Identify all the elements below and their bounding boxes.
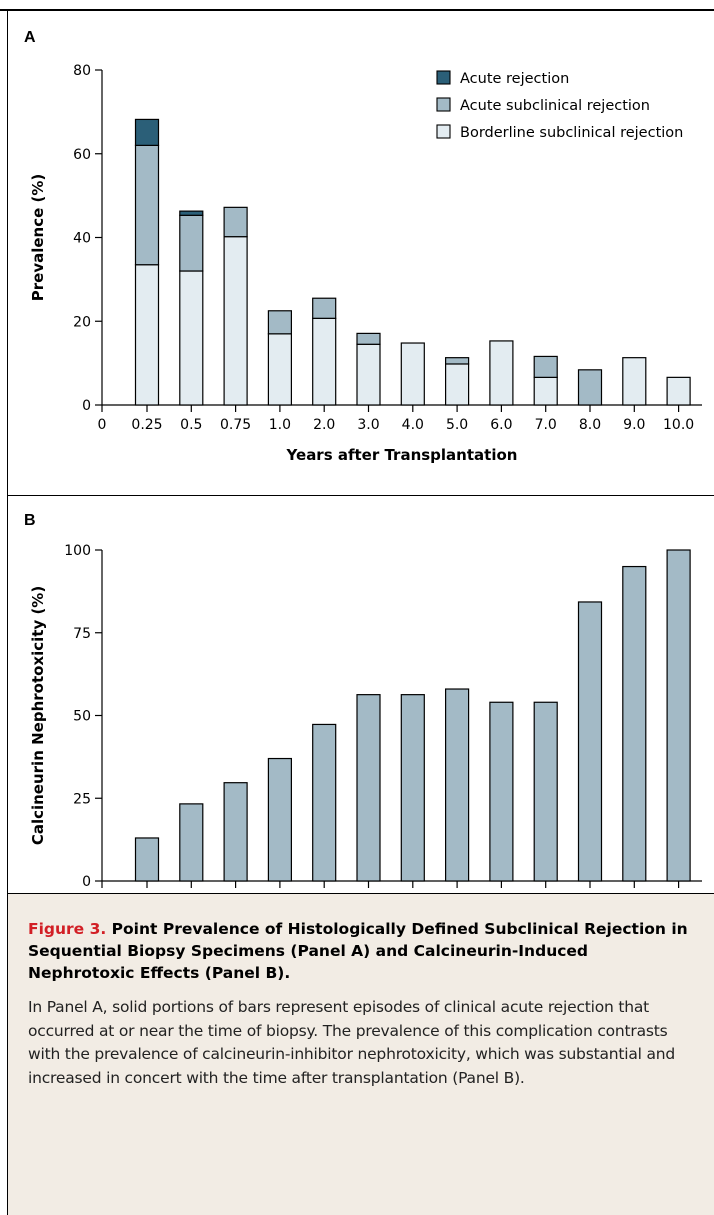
y-tick-label: 75 bbox=[73, 626, 91, 642]
bar bbox=[445, 688, 470, 882]
y-axis-title: Calcineurin Nephrotoxicity (%) bbox=[29, 586, 47, 845]
x-tick-label: 8.0 bbox=[579, 417, 601, 433]
x-tick-label: 0.75 bbox=[220, 417, 251, 433]
figure: A 0 20 40 60 80 0 0.25 0.5 0.75 1.0 2.0 3.0 4.0 5.0 6.… bbox=[7, 11, 714, 1215]
bar-segment-borderline-subclinical-rejection bbox=[445, 363, 470, 406]
x-tick-label: 2.0 bbox=[313, 417, 335, 433]
bar-segment-acute-subclinical-rejection bbox=[445, 357, 470, 365]
bar-segment-borderline-subclinical-rejection bbox=[489, 340, 514, 406]
bar-segment-acute-subclinical-rejection bbox=[577, 369, 603, 406]
caption-figure-label: Figure 3. bbox=[28, 920, 107, 938]
bar bbox=[622, 565, 647, 882]
y-tick-label: 100 bbox=[64, 543, 91, 559]
legend-swatch bbox=[436, 124, 451, 139]
bar bbox=[489, 701, 514, 882]
bar bbox=[400, 694, 425, 882]
bar-segment-borderline-subclinical-rejection bbox=[622, 357, 647, 406]
legend-label: Acute rejection bbox=[460, 71, 569, 87]
panel-a-chart: 0 20 40 60 80 0 0.25 0.5 0.75 1.0 2.0 3.0 4.0 5.0 6.0 7… bbox=[29, 63, 702, 464]
x-tick-label: 10.0 bbox=[663, 417, 694, 433]
caption-title-block: Figure 3. Point Prevalence of Histologic… bbox=[28, 918, 695, 984]
bar bbox=[666, 549, 691, 882]
bar-segment-borderline-subclinical-rejection bbox=[267, 333, 292, 406]
y-tick-label: 80 bbox=[73, 63, 91, 79]
panel-b-label: B bbox=[24, 512, 36, 529]
y-tick-label: 25 bbox=[73, 791, 91, 807]
y-tick-label: 40 bbox=[73, 231, 91, 247]
x-tick-label: 0 bbox=[98, 417, 107, 433]
panel-a: A 0 20 40 60 80 0 0.25 0.5 0.75 1.0 2.0 3.0 4.0 5.0 6.… bbox=[8, 11, 714, 495]
y-tick-label: 20 bbox=[73, 314, 91, 330]
bar-segment-acute-subclinical-rejection bbox=[356, 332, 381, 345]
bar-segment-acute-subclinical-rejection bbox=[134, 144, 160, 266]
bar-segment-acute-subclinical-rejection bbox=[533, 355, 558, 378]
legend-label: Borderline subclinical rejection bbox=[460, 125, 683, 141]
x-tick-label: 5.0 bbox=[446, 417, 468, 433]
legend-swatch bbox=[436, 70, 451, 85]
bar-segment-acute-subclinical-rejection bbox=[223, 206, 248, 238]
bar-segment-borderline-subclinical-rejection bbox=[312, 317, 337, 406]
bar-segment-borderline-subclinical-rejection bbox=[179, 270, 204, 406]
bar bbox=[533, 701, 558, 882]
bar-segment-borderline-subclinical-rejection bbox=[356, 343, 381, 406]
bar bbox=[356, 694, 381, 882]
bar bbox=[577, 601, 603, 882]
figure-caption: Figure 3. Point Prevalence of Histologic… bbox=[8, 893, 714, 1215]
y-axis-title: Prevalence (%) bbox=[29, 174, 47, 302]
bar-segment-borderline-subclinical-rejection bbox=[400, 342, 425, 406]
bar-segment-borderline-subclinical-rejection bbox=[533, 376, 558, 406]
x-tick-label: 4.0 bbox=[402, 417, 424, 433]
y-tick-label: 50 bbox=[73, 709, 91, 725]
y-tick-label: 0 bbox=[82, 874, 91, 890]
x-tick-label: 0.5 bbox=[180, 417, 202, 433]
bar-segment-borderline-subclinical-rejection bbox=[666, 376, 691, 406]
bar bbox=[134, 837, 160, 882]
caption-body: In Panel A, solid portions of bars repre… bbox=[28, 998, 676, 1087]
bar-segment-acute-subclinical-rejection bbox=[179, 214, 204, 272]
panel-b: B 025507510000.250.50.751.02.03.04.05.06… bbox=[8, 495, 714, 894]
y-tick-label: 0 bbox=[82, 398, 91, 414]
legend-swatch bbox=[436, 97, 451, 112]
bar bbox=[312, 723, 337, 882]
panel-a-label: A bbox=[24, 29, 36, 46]
top-rule bbox=[0, 9, 714, 11]
bar bbox=[267, 757, 292, 882]
y-tick-label: 60 bbox=[73, 147, 91, 163]
x-tick-label: 6.0 bbox=[490, 417, 512, 433]
bar bbox=[223, 782, 248, 882]
x-tick-label: 9.0 bbox=[623, 417, 645, 433]
x-tick-label: 0.25 bbox=[131, 417, 162, 433]
x-tick-label: 7.0 bbox=[535, 417, 557, 433]
bar-segment-borderline-subclinical-rejection bbox=[223, 236, 248, 406]
bar bbox=[179, 803, 204, 882]
caption-title: Point Prevalence of Histologically Defin… bbox=[28, 920, 688, 982]
bar-segment-borderline-subclinical-rejection bbox=[134, 264, 160, 406]
x-tick-label: 3.0 bbox=[357, 417, 379, 433]
x-tick-label: 1.0 bbox=[269, 417, 291, 433]
bar-segment-acute-rejection bbox=[179, 210, 204, 216]
bar-segment-acute-subclinical-rejection bbox=[312, 297, 337, 319]
panel-b-chart: 025507510000.250.50.751.02.03.04.05.06.0… bbox=[29, 543, 702, 894]
x-axis-title: Years after Transplantation bbox=[286, 446, 518, 464]
bar-segment-acute-subclinical-rejection bbox=[267, 310, 292, 335]
bar-segment-acute-rejection bbox=[134, 118, 160, 146]
legend-label: Acute subclinical rejection bbox=[460, 98, 650, 114]
